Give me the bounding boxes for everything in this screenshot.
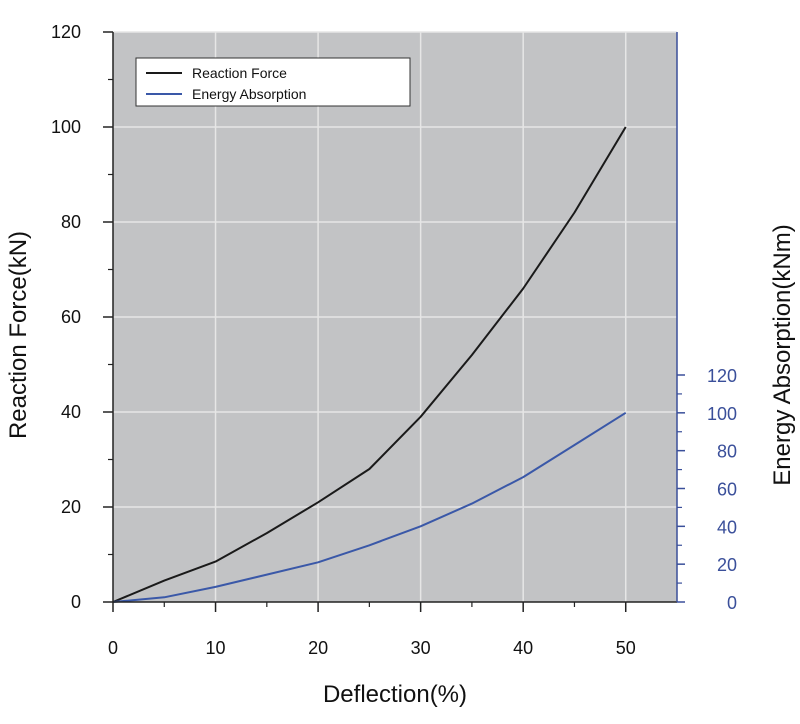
series-line-reaction-force [112,126,627,603]
y-tick-label: 40 [61,402,81,422]
y2-tick-label: 20 [717,555,737,575]
y2-tick-label: 0 [727,593,737,613]
legend-label: Energy Absorption [192,86,306,102]
y2-tick-label: 60 [717,480,737,500]
legend-box [135,57,411,107]
y-axis-title: Reaction Force(kN) [5,231,32,439]
series-line-energy-absorption [112,411,627,603]
y2-tick-label: 80 [717,442,737,462]
y-tick-label: 120 [51,22,81,42]
x-tick-label: 30 [411,638,431,658]
x-tick-label: 50 [616,638,636,658]
grid-lines [113,31,677,602]
axes: 0 10 20 30 40 50 0 20 40 60 80 100 120 0 20 40 60 80 100 12… [51,22,737,658]
y-tick-label: 20 [61,497,81,517]
x-tick-label: 0 [108,638,118,658]
y2-tick-label: 120 [707,366,737,386]
y-tick-label: 100 [51,117,81,137]
legend-label: Reaction Force [192,65,287,81]
y-tick-label: 60 [61,307,81,327]
x-tick-label: 20 [308,638,328,658]
y2-tick-label: 100 [707,404,737,424]
x-tick-label: 40 [513,638,533,658]
legend: Reaction Force Energy Absorption [135,57,411,107]
x-tick-label: 10 [206,638,226,658]
y-tick-label: 80 [61,212,81,232]
y2-tick-label: 40 [717,517,737,537]
y-tick-label: 0 [71,592,81,612]
series-layer [112,126,627,603]
x-axis-title: Deflection(%) [323,681,467,708]
y2-axis-title: Energy Absorption(kNm) [769,224,796,485]
